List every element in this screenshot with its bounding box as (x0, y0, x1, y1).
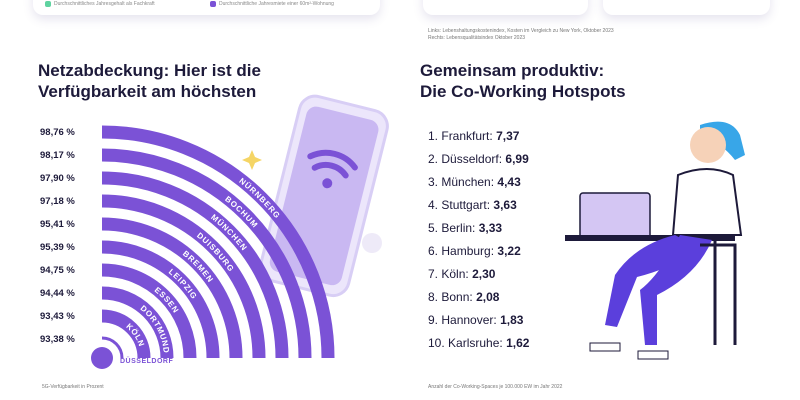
source-line: Rechts: Lebensqualitätsindex Oktober 202… (428, 35, 526, 41)
ring-bar-dortmund (101, 286, 174, 359)
city: Düsseldorf: (441, 152, 503, 166)
ring-bar-duesseldorf (101, 336, 124, 359)
city: Stuttgart: (441, 198, 491, 212)
value: 3,33 (478, 221, 503, 235)
value: 1,83 (500, 313, 524, 327)
rank: 7. (428, 267, 439, 281)
city: Frankfurt: (441, 129, 493, 143)
top-source: Links: Lebenshaltungskostenindex, Kosten… (428, 28, 614, 42)
hotspot-item: 10. Karlsruhe: 1,62 (428, 336, 529, 350)
hotspot-item: 2. Düsseldorf: 6,99 (428, 152, 529, 166)
value-label: 95,41 % (40, 219, 75, 230)
rank: 5. (428, 221, 439, 235)
city: Bonn: (441, 290, 473, 304)
wifi-icon (307, 149, 358, 179)
value-label: 95,39 % (40, 242, 75, 253)
hotspot-item: 7. Köln: 2,30 (428, 267, 495, 281)
bubble (362, 233, 382, 253)
city: Hannover: (441, 313, 497, 327)
value-label: 94,44 % (40, 288, 75, 299)
value: 3,63 (493, 198, 517, 212)
sparkle-icon (242, 150, 262, 170)
city: Hamburg: (441, 244, 495, 258)
ring-bar-nürnberg (101, 125, 335, 359)
city: Köln: (441, 267, 469, 281)
ring-bar-duisburg (101, 194, 266, 359)
hotspot-item: 5. Berlin: 3,33 (428, 221, 502, 235)
rank: 2. (428, 152, 439, 166)
rank: 1. (428, 129, 439, 143)
rank: 6. (428, 244, 439, 258)
right-title: Gemeinsam produktiv: Die Co-Working Hotsp… (420, 61, 626, 101)
center-city-label: DÜSSELDORF (120, 358, 174, 365)
rank: 10. (428, 336, 445, 350)
rank: 4. (428, 198, 439, 212)
ring-bar-essen (101, 263, 197, 359)
hotspot-item: 1. Frankfurt: 7,37 (428, 129, 519, 143)
city: Berlin: (441, 221, 476, 235)
coworking-person-illustration (565, 121, 745, 360)
ring-bar-köln (101, 309, 151, 359)
top-right-card-1 (423, 0, 588, 15)
hotspot-item: 6. Hamburg: 3,22 (428, 244, 521, 258)
ring-bar-bremen (101, 217, 243, 359)
value: 7,37 (496, 129, 520, 143)
left-title: Netzabdeckung: Hier ist die Verfügbarkeit… (38, 61, 261, 101)
ring-bar-münchen (101, 171, 289, 359)
value-label: 93,43 % (40, 311, 75, 322)
top-left-card (33, 0, 380, 15)
center-dot (91, 347, 113, 369)
legend-swatch (45, 1, 51, 7)
hotspot-item: 8. Bonn: 2,08 (428, 290, 499, 304)
legend-label: Durchschnittliches Jahresgehalt als Fach… (54, 1, 155, 7)
ring-bar-bochum (101, 148, 312, 359)
legend-swatch (210, 1, 216, 7)
value: 2,30 (472, 267, 496, 281)
legend-item: Durchschnittliches Jahresgehalt als Fach… (45, 1, 155, 7)
city: München: (441, 175, 495, 189)
city: Karlsruhe: (448, 336, 503, 350)
hotspot-item: 3. München: 4,43 (428, 175, 521, 189)
ring-bar-leipzig (101, 240, 220, 359)
value: 6,99 (505, 152, 529, 166)
value: 2,08 (476, 290, 500, 304)
left-footnote: 5G-Verfügbarkeit in Prozent (42, 384, 104, 390)
legend-label: Durchschnittliche Jahresmiete einer 60m²… (219, 1, 334, 7)
rank: 8. (428, 290, 439, 304)
source-line: Links: Lebenshaltungskostenindex, Kosten… (428, 28, 614, 34)
value: 3,22 (497, 244, 521, 258)
top-right-card-2 (603, 0, 770, 15)
value-label: 93,38 % (40, 334, 75, 345)
right-footnote: Anzahl der Co-Working-Spaces je 100.000 … (428, 384, 563, 390)
legend-item: Durchschnittliche Jahresmiete einer 60m²… (210, 1, 334, 7)
radial-chart: NÜRNBERGBOCHUMMÜNCHENDUISBURGBREMENLEIPZ… (91, 94, 389, 369)
value-label: 98,76 % (40, 127, 75, 138)
value-label: 94,75 % (40, 265, 75, 276)
rank: 9. (428, 313, 439, 327)
value-label: 98,17 % (40, 150, 75, 161)
rank: 3. (428, 175, 439, 189)
hotspot-item: 9. Hannover: 1,83 (428, 313, 523, 327)
value: 1,62 (506, 336, 530, 350)
hotspot-item: 4. Stuttgart: 3,63 (428, 198, 517, 212)
value-label: 97,18 % (40, 196, 75, 207)
value-label: 97,90 % (40, 173, 75, 184)
value: 4,43 (497, 175, 521, 189)
